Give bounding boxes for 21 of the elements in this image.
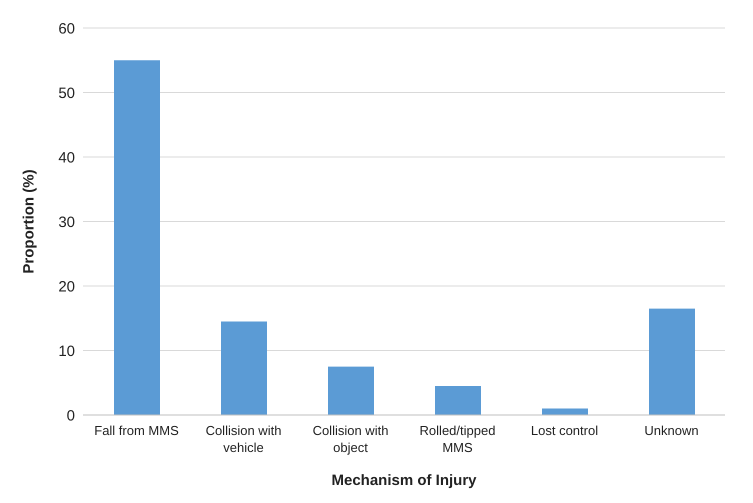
y-tick-label: 40	[58, 149, 75, 166]
x-tick-label: Rolled/tipped MMS	[420, 423, 496, 455]
bar	[542, 408, 588, 415]
y-tick-label: 0	[66, 407, 75, 424]
bar	[435, 386, 481, 415]
y-axis-title: Proportion (%)	[20, 169, 38, 274]
bar	[114, 60, 160, 415]
bar	[649, 308, 695, 415]
y-tick-label: 30	[58, 214, 75, 231]
y-tick-label: 20	[58, 278, 75, 296]
x-tick-label: Collision with object	[312, 423, 388, 455]
y-tick-label: 50	[58, 84, 75, 102]
x-tick-label: Unknown	[644, 423, 699, 438]
x-axis-title: Mechanism of Injury	[331, 472, 478, 489]
x-tick-label: Lost control	[530, 423, 598, 438]
x-tick-label: Fall from MMS	[94, 423, 180, 438]
y-tick-label: 10	[58, 342, 75, 360]
bar	[328, 366, 374, 415]
bar	[221, 321, 267, 415]
x-tick-label: Collision with vehicle	[206, 423, 282, 455]
y-tick-label: 60	[58, 20, 75, 38]
